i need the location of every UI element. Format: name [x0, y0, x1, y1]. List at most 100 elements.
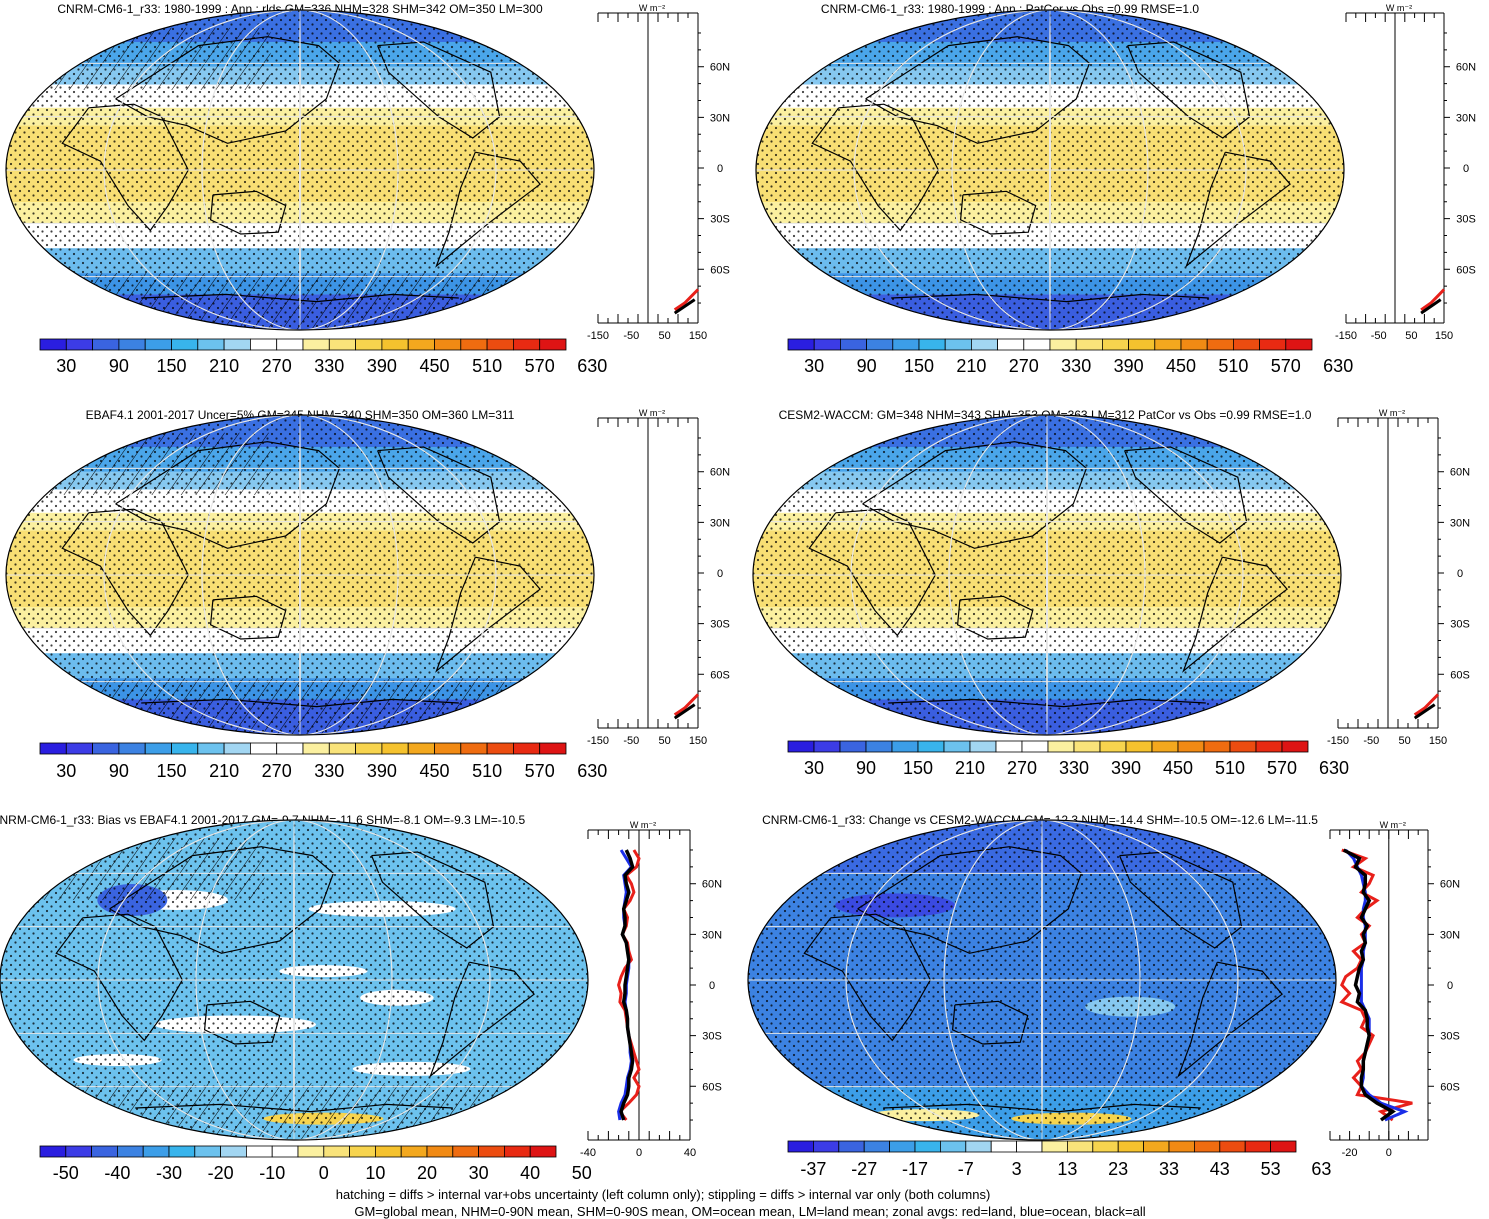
zonal-x-tick-label: -50 — [623, 735, 639, 747]
colorbar-swatch — [1125, 740, 1153, 753]
zonal-lat-label: 60S — [1440, 1081, 1460, 1093]
colorbar-swatch — [400, 1145, 428, 1158]
zonal-lat-label: 0 — [1447, 980, 1453, 992]
zonal-lat-label: 0 — [709, 980, 715, 992]
zonal-line-all — [673, 298, 696, 315]
colorbar-swatch — [1041, 1140, 1068, 1153]
colorbar-swatch — [997, 338, 1025, 351]
zonal-x-tick-label: 150 — [689, 735, 707, 747]
colorbar-tick-label: 630 — [577, 761, 607, 781]
zonal-lat-label: 60S — [710, 264, 730, 276]
colorbar-swatch — [478, 1145, 505, 1158]
colorbar-tick-label: -37 — [800, 1159, 826, 1179]
colorbar: 30 90 150 210 270 330 390 450 510 570 630 — [787, 740, 1349, 778]
colorbar-tick-label: 90 — [856, 758, 876, 778]
colorbar-swatch — [1203, 740, 1231, 753]
colorbar-swatch — [39, 1145, 67, 1158]
colorbar-tick-label: 630 — [577, 356, 607, 376]
colorbar-swatch — [39, 338, 67, 351]
units-label: W m⁻² — [639, 3, 665, 13]
colorbar-swatch — [220, 1145, 247, 1158]
zonal-lat-label: 60S — [710, 669, 730, 681]
graticule — [756, 10, 1344, 330]
units-label: W m⁻² — [1379, 408, 1405, 418]
colorbar-tick-label: 390 — [1111, 758, 1141, 778]
colorbar-swatch — [1102, 338, 1130, 351]
zonal-average-plot: W m⁻² -150 -50 50 150 60N 30N 0 30S 60S — [587, 3, 730, 342]
colorbar-swatch — [1180, 338, 1208, 351]
zonal-lat-label: 30N — [1450, 517, 1470, 529]
colorbar-tick-label: 10 — [365, 1163, 385, 1183]
colorbar-swatch — [276, 742, 304, 755]
panel-1: CNRM-CM6-1_r33: 1980-1999 : Ann : rlds G… — [5, 2, 730, 376]
graticule — [748, 820, 1336, 1140]
colorbar-swatch — [197, 742, 225, 755]
colorbar-tick-label: 150 — [156, 761, 186, 781]
colorbar-tick-label: 30 — [56, 356, 76, 376]
colorbar-swatch — [171, 742, 199, 755]
colorbar-tick-label: -30 — [156, 1163, 182, 1183]
colorbar-tick-label: 210 — [209, 356, 239, 376]
zonal-lat-label: 30S — [710, 619, 730, 631]
colorbar-swatch — [249, 742, 278, 755]
colorbar-swatch — [92, 742, 120, 755]
panel-5: CNRM-CM6-1_r33: Bias vs EBAF4.1 2001-201… — [0, 813, 722, 1183]
zonal-x-tick-label: -150 — [1335, 330, 1357, 342]
colorbar-swatch — [328, 338, 356, 351]
colorbar-tick-label: -27 — [851, 1159, 877, 1179]
zonal-x-tick-label: 50 — [659, 735, 671, 747]
colorbar-swatch — [840, 338, 868, 351]
colorbar-swatch — [460, 742, 488, 755]
colorbar-swatch — [1259, 338, 1287, 351]
colorbar-swatch — [1067, 1140, 1094, 1153]
colorbar-swatch — [142, 1145, 170, 1158]
colorbar-swatch — [407, 338, 435, 351]
colorbar-swatch — [323, 1145, 350, 1158]
colorbar-tick-label: 30 — [804, 758, 824, 778]
colorbar-tick-label: 330 — [314, 761, 344, 781]
global-map — [6, 10, 594, 330]
zonal-x-tick-label: -40 — [580, 1147, 596, 1159]
colorbar-swatch — [91, 1145, 118, 1158]
colorbar-swatch — [892, 338, 920, 351]
colorbar-swatch — [276, 338, 304, 351]
colorbar-swatch — [940, 1140, 967, 1153]
colorbar-swatch — [355, 742, 383, 755]
colorbar-swatch — [813, 338, 841, 351]
colorbar-swatch — [486, 338, 514, 351]
colorbar-tick-label: 270 — [262, 761, 292, 781]
colorbar-swatch — [990, 1140, 1018, 1153]
colorbar-swatch — [1049, 338, 1077, 351]
colorbar-swatch — [1229, 740, 1257, 753]
colorbar-swatch — [271, 1145, 299, 1158]
colorbar-tick-label: 30 — [804, 356, 824, 376]
colorbar-swatch — [434, 338, 462, 351]
colorbar-swatch — [1154, 338, 1182, 351]
zonal-lat-label: 60N — [1456, 62, 1476, 74]
zonal-x-tick-label: 150 — [1435, 330, 1453, 342]
zonal-lat-label: 30N — [702, 929, 722, 941]
colorbar-tick-label: 43 — [1210, 1159, 1230, 1179]
colorbar-swatch — [813, 740, 841, 753]
colorbar-swatch — [863, 1140, 891, 1153]
zonal-lat-label: 60N — [702, 879, 722, 891]
colorbar-swatch — [539, 742, 567, 755]
colorbar-swatch — [1099, 740, 1127, 753]
zonal-x-tick-label: -150 — [587, 330, 609, 342]
colorbar-swatch — [914, 1140, 941, 1153]
zonal-line-land — [1420, 288, 1446, 312]
colorbar: -50 -40 -30 -20 -10 0 10 20 30 40 50 — [39, 1145, 592, 1183]
coastlines — [811, 36, 1291, 303]
colorbar-tick-label: 30 — [56, 761, 76, 781]
colorbar-swatch — [787, 1140, 814, 1153]
colorbar-swatch — [245, 1145, 273, 1158]
colorbar-swatch — [460, 338, 488, 351]
zonal-lat-label: 30S — [702, 1031, 722, 1043]
panel-title: CNRM-CM6-1_r33: 1980-1999 : Ann : rlds G… — [57, 2, 543, 16]
zonal-average-plot: W m⁻² -40 0 40 60N 30N 0 30S 60S — [580, 820, 722, 1159]
zonal-lat-label: 60N — [1440, 879, 1460, 891]
zonal-line-land — [673, 288, 700, 312]
coastlines — [61, 441, 541, 708]
colorbar-swatch — [1244, 1140, 1271, 1153]
